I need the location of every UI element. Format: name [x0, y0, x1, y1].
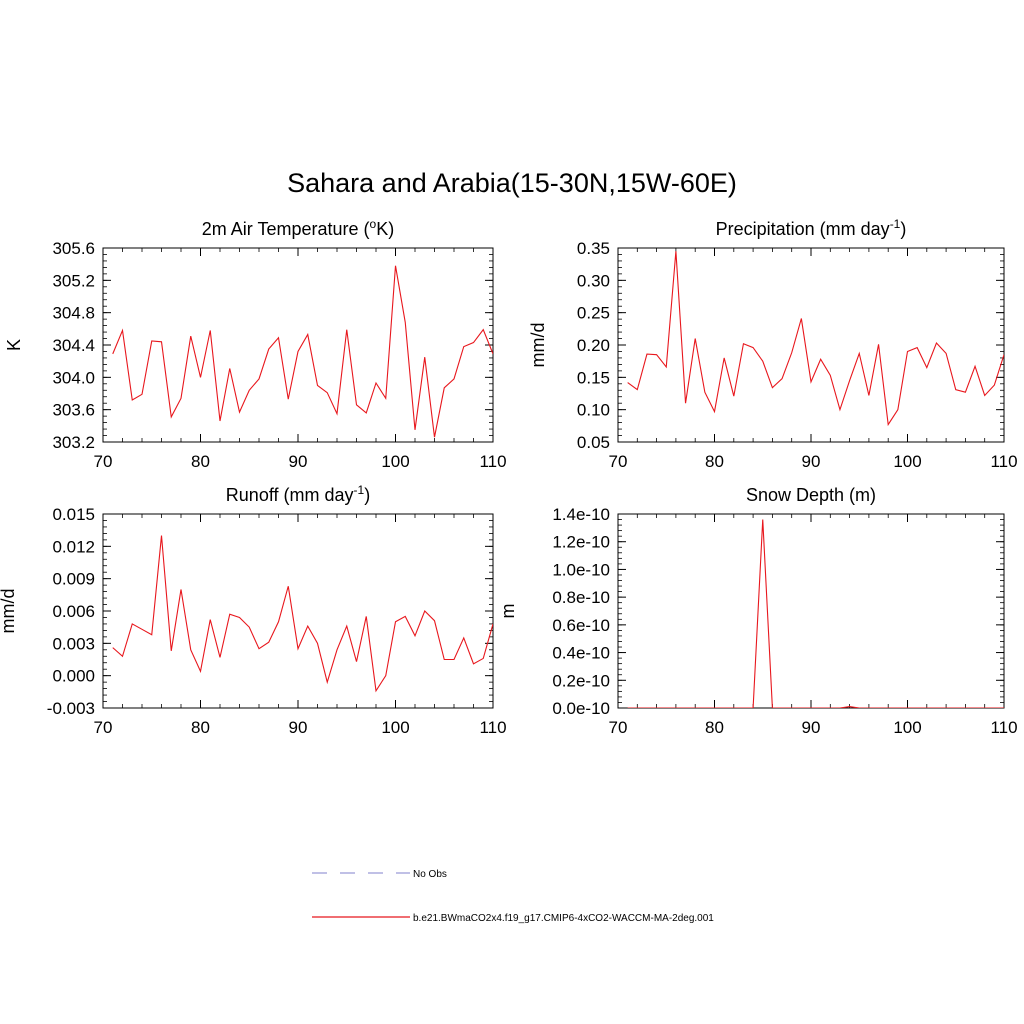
panel-title-suffix: ): [900, 219, 906, 239]
plot-frame: [102, 513, 494, 709]
y-tick-label: 0.35: [577, 239, 610, 258]
y-tick-label: 0.25: [577, 304, 610, 323]
plot-frame: [617, 247, 1005, 443]
x-tick-label: 70: [609, 452, 628, 471]
panel-title-superscript: o: [370, 217, 377, 231]
panel-title-suffix: K): [376, 219, 394, 239]
x-tick-label: 110: [479, 718, 506, 737]
panel-title-text: 2m Air Temperature (: [202, 219, 370, 239]
panel-title-text: Runoff (mm day: [226, 485, 354, 505]
series-line: [112, 265, 493, 438]
panel-4: 70 80 90 100 110 0.0e-10 0.2e-10 0.4e-10 0.6e-10…: [498, 485, 1018, 737]
legend-model-label: b.e21.BWmaCO2x4.f19_g17.CMIP6-4xCO2-WACC…: [413, 913, 714, 924]
panel-title-suffix: ): [364, 485, 370, 505]
x-tick-label: 80: [705, 452, 724, 471]
y-tick-label: 0.000: [52, 667, 95, 686]
y-tick-label: 0.012: [52, 537, 95, 556]
panel-title: 2m Air Temperature (oK): [202, 217, 394, 239]
series-line: [112, 535, 493, 693]
panel-title-superscript: -1: [890, 217, 901, 231]
panel-title: Precipitation (mm day-1): [716, 217, 907, 239]
x-tick-label: 80: [705, 718, 724, 737]
y-tick-label: 0.8e-10: [552, 588, 610, 607]
panel-1: 70 80 90 100 110 303.2 303.6 304.0 304.4 304.8 305…: [4, 217, 507, 471]
panel-2: 70 80 90 100 110 0.05 0.10 0.15 0.20 0.25 0.30 0.35…: [528, 217, 1018, 471]
y-tick-label: 0.4e-10: [552, 644, 610, 663]
y-tick-label: 0.6e-10: [552, 616, 610, 635]
y-axis-label: m: [498, 604, 518, 619]
plot-frame: [617, 513, 1005, 709]
x-tick-label: 90: [802, 452, 821, 471]
legend-no-obs-label: No Obs: [413, 869, 447, 880]
y-axis-label: mm/d: [528, 323, 548, 368]
x-tick-label: 110: [479, 452, 506, 471]
x-tick-label: 90: [289, 452, 308, 471]
y-tick-label: 304.8: [52, 304, 95, 323]
y-tick-label: 304.4: [52, 336, 95, 355]
series-line: [627, 519, 1004, 708]
x-tick-label: 70: [94, 718, 113, 737]
series-line: [627, 251, 1004, 427]
y-tick-label: 304.0: [52, 368, 95, 387]
x-tick-label: 100: [893, 452, 921, 471]
y-tick-label: 305.6: [52, 239, 95, 258]
y-tick-label: 305.2: [52, 271, 95, 290]
panel-title: Snow Depth (m): [746, 485, 876, 505]
y-tick-label: 0.20: [577, 336, 610, 355]
legend: No Obs b.e21.BWmaCO2x4.f19_g17.CMIP6-4xC…: [312, 869, 714, 924]
x-tick-label: 100: [893, 718, 921, 737]
panel-title-text: Precipitation (mm day: [716, 219, 890, 239]
figure-title: Sahara and Arabia(15-30N,15W-60E): [287, 168, 737, 198]
y-tick-label: 0.2e-10: [552, 671, 610, 690]
y-tick-label: 0.009: [52, 570, 95, 589]
y-tick-label: 303.2: [52, 433, 95, 452]
y-tick-label: 1.0e-10: [552, 560, 610, 579]
y-tick-label: -0.003: [47, 699, 95, 718]
y-tick-label: 303.6: [52, 401, 95, 420]
y-axis-label: mm/d: [0, 589, 18, 634]
x-tick-label: 70: [609, 718, 628, 737]
x-tick-label: 80: [191, 718, 210, 737]
y-axis-label: K: [4, 339, 24, 351]
y-tick-label: 0.006: [52, 602, 95, 621]
y-tick-label: 0.05: [577, 433, 610, 452]
x-tick-label: 100: [381, 718, 409, 737]
y-tick-label: 1.2e-10: [552, 533, 610, 552]
panel-title-superscript: -1: [354, 483, 365, 497]
panels: 70 80 90 100 110 303.2 303.6 304.0 304.4 304.8 305…: [0, 217, 1018, 737]
x-tick-label: 110: [990, 718, 1017, 737]
y-tick-label: 0.30: [577, 271, 610, 290]
y-tick-label: 0.15: [577, 368, 610, 387]
x-tick-label: 90: [289, 718, 308, 737]
panel-title: Runoff (mm day-1): [226, 483, 370, 505]
panel-3: 70 80 90 100 110 -0.003 0.000 0.003 0.006 0.009 0.…: [0, 483, 507, 737]
x-tick-label: 100: [381, 452, 409, 471]
x-tick-label: 110: [990, 452, 1017, 471]
y-tick-label: 0.10: [577, 401, 610, 420]
y-tick-label: 0.003: [52, 634, 95, 653]
y-tick-label: 1.4e-10: [552, 505, 610, 524]
x-tick-label: 80: [191, 452, 210, 471]
y-tick-label: 0.015: [52, 505, 95, 524]
y-tick-label: 0.0e-10: [552, 699, 610, 718]
x-tick-label: 90: [802, 718, 821, 737]
x-tick-label: 70: [94, 452, 113, 471]
